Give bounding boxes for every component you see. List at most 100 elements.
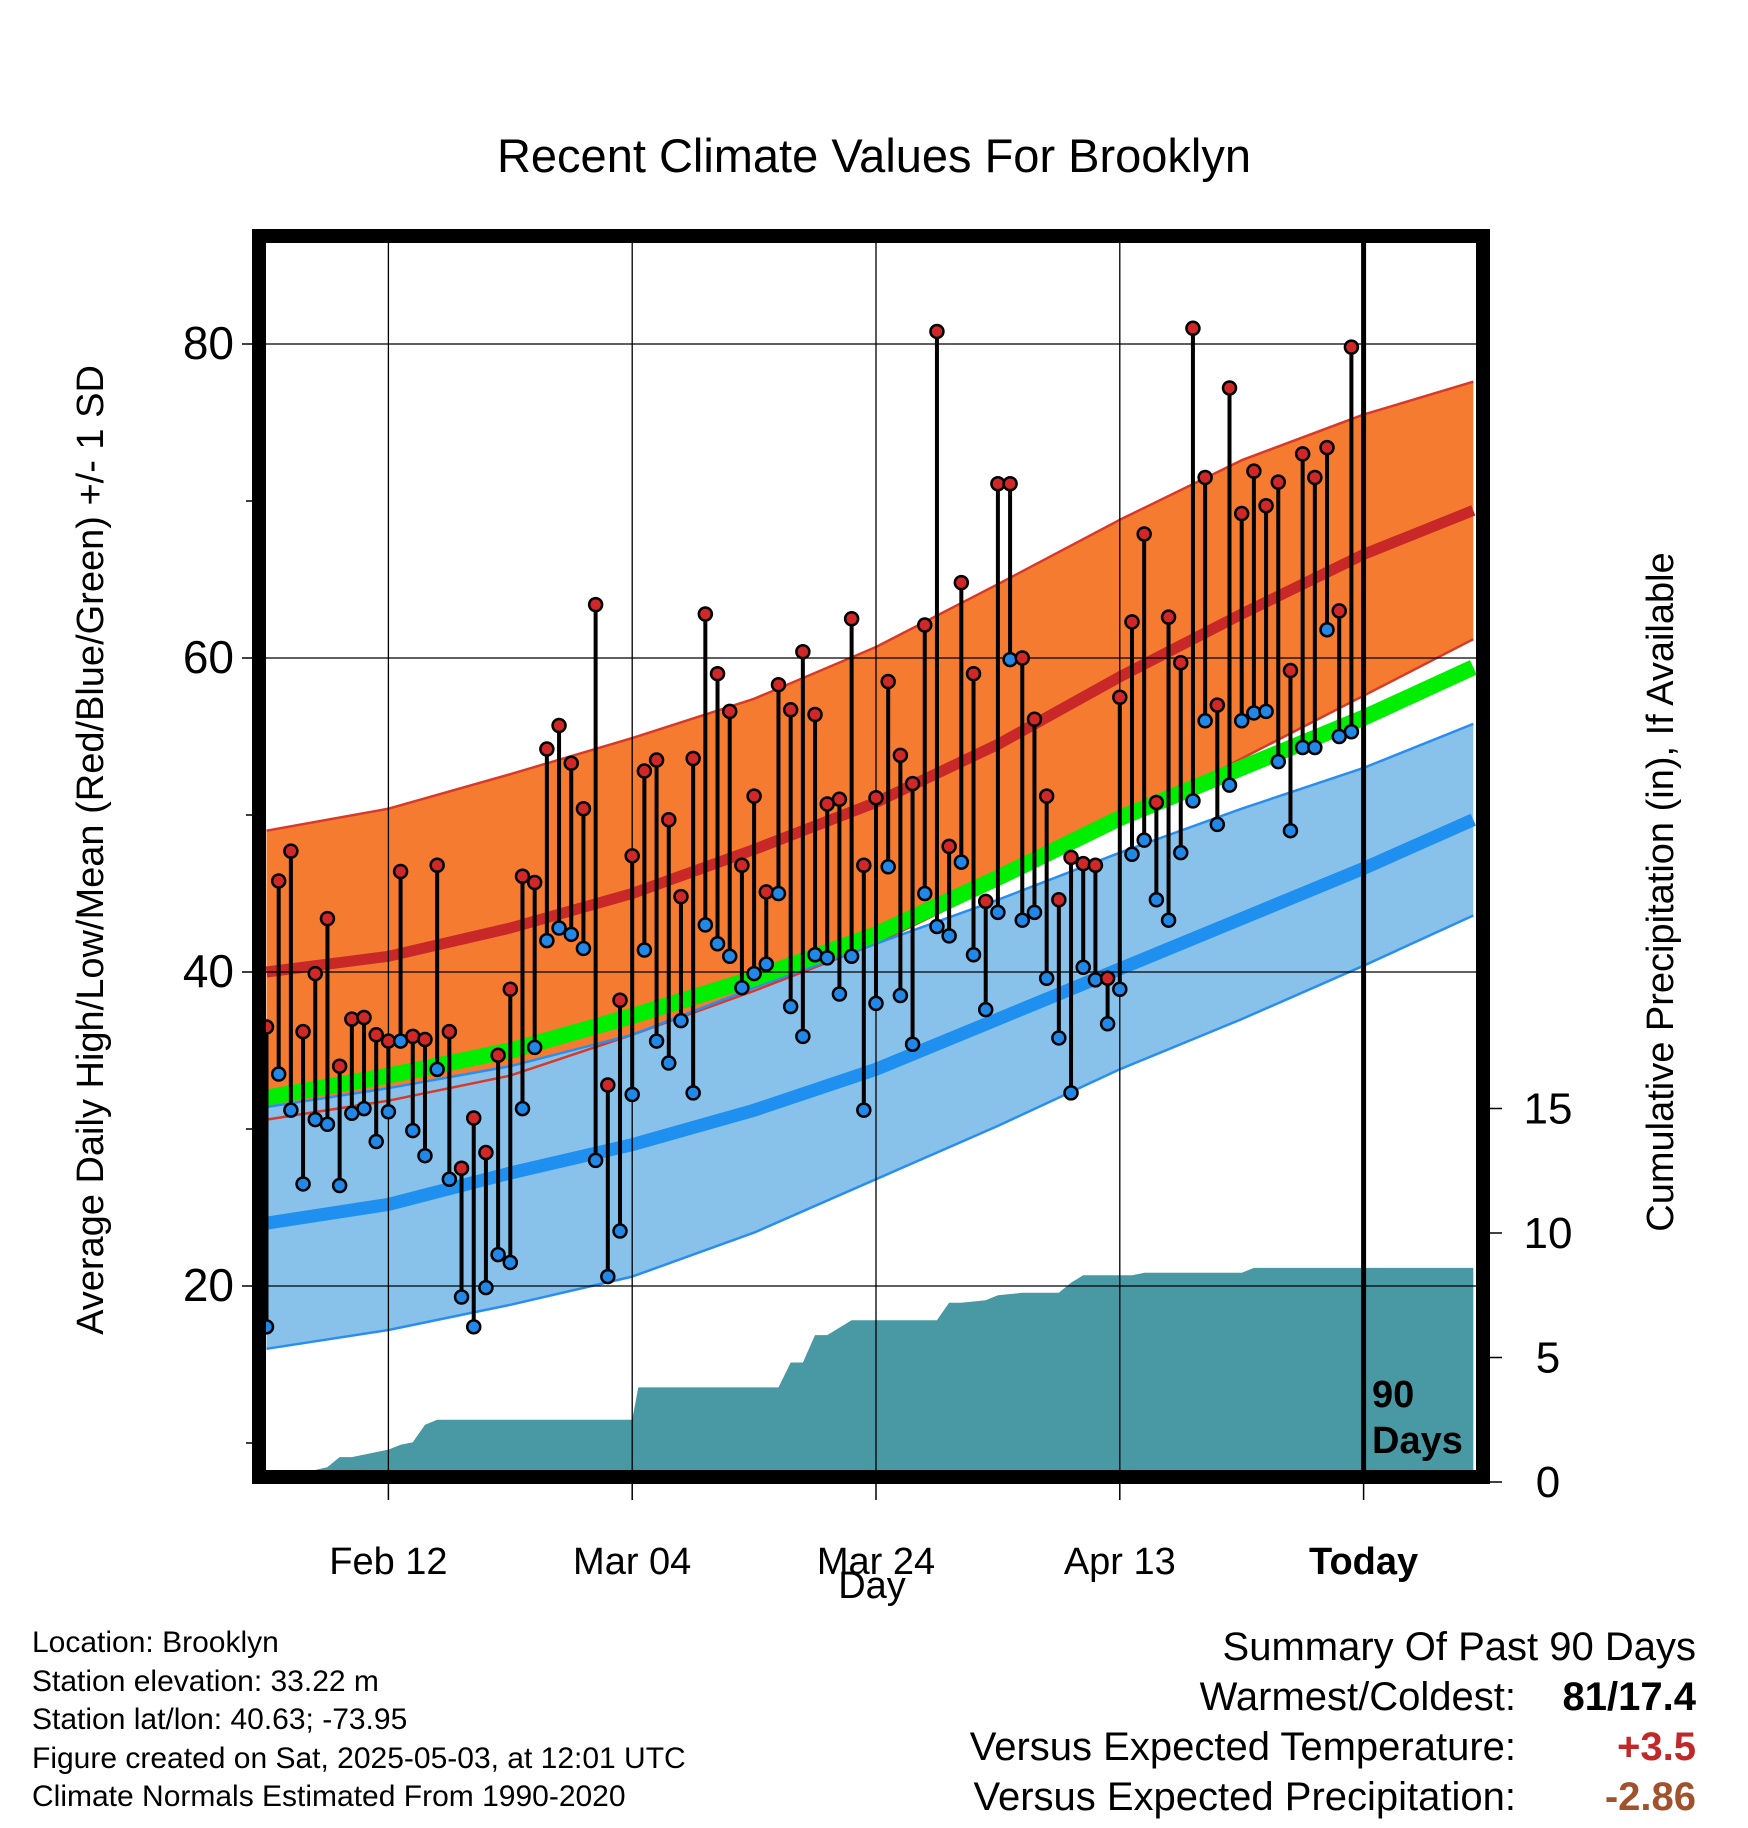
low-point [856,1102,872,1118]
axes: 20 40 60 80 0 5 10 15 Feb 12 Mar 04 Mar 24 Apr 13 To… [183,317,1573,1583]
low-point [880,859,896,875]
low-point [734,979,750,996]
high-point [648,752,665,768]
low-point [746,965,762,982]
precipitation-area [266,1267,1474,1470]
high-point [1026,711,1043,727]
y-tick-label-60: 60 [183,631,234,683]
high-point [636,763,653,779]
high-point [612,992,628,1009]
low-point [575,940,592,957]
low-point [661,1055,677,1071]
high-point [1002,475,1018,492]
summary-warmest-coldest: Warmest/Coldest: 81/17.4 [970,1672,1696,1722]
summary-warmest-coldest-label: Warmest/Coldest: [1199,1675,1516,1719]
low-point [1282,822,1299,839]
low-point [1002,651,1018,668]
low-point [551,920,567,936]
high-point [587,596,604,613]
low-point [941,928,957,944]
summary-temperature-value: +3.5 [1617,1725,1696,1769]
high-point [734,857,750,873]
low-point [819,950,835,966]
low-point [831,986,848,1002]
summary-warmest-coldest-value: 81/17.4 [1562,1675,1696,1719]
low-point [295,1176,311,1192]
low-point [953,854,970,870]
low-point [1307,739,1323,756]
high-point [417,1031,433,1048]
days-marker-label: 90 Days [1372,1372,1463,1464]
high-point [795,643,811,660]
summary-temperature-label: Versus Expected Temperature: [969,1725,1516,1769]
high-point [1014,650,1031,666]
low-point [478,1279,494,1296]
low-point [283,1102,299,1118]
high-point [1307,469,1323,486]
y2-tick-label-10: 10 [1524,1209,1573,1258]
high-point [563,755,579,771]
summary-precipitation-label: Versus Expected Precipitation: [973,1775,1516,1819]
high-point [1136,526,1152,542]
low-point [539,932,555,949]
summary-temperature: Versus Expected Temperature: +3.5 [970,1722,1696,1772]
high-point [356,1009,372,1026]
high-point [721,703,738,720]
low-point [331,1177,348,1194]
low-point [612,1223,628,1239]
low-point [417,1147,433,1164]
cumulative-precip-area [266,1267,1474,1470]
plot-border [252,229,1490,1484]
high-point [1209,697,1226,713]
low-point [770,885,787,902]
y-tick-label-80: 80 [183,317,234,369]
low-sd-band [266,723,1474,1349]
high-point [917,617,933,633]
low-point [917,885,933,902]
high-point [782,702,799,718]
low-point [1026,904,1043,921]
high-point [709,665,726,682]
low-point [490,1246,506,1263]
summary-heading: Summary Of Past 90 Days [1222,1625,1696,1669]
high-point [929,323,945,340]
high-point [1160,609,1177,625]
low-point [1124,846,1140,862]
summary-precipitation-value: -2.86 [1604,1775,1696,1819]
high-point [405,1028,421,1045]
high-point [429,857,445,873]
high-point [770,676,787,693]
low-point [1270,753,1287,770]
high-point [331,1058,348,1074]
low-point [356,1100,372,1117]
high-point [1038,788,1055,804]
low-point [453,1289,470,1305]
low-point [1087,972,1104,988]
high-point [758,884,775,900]
low-point [807,946,823,963]
high-point [575,800,592,817]
low-point [441,1171,458,1187]
x-tick-label-10: Feb 12 [329,1541,447,1583]
high-point [1075,855,1091,872]
low-point [270,1066,287,1082]
low-point [1014,912,1031,928]
meta-created: Figure created on Sat, 2025-05-03, at 12… [32,1741,686,1775]
high-point [283,843,299,859]
high-point [843,611,860,627]
days-marker-text: Days [1372,1420,1463,1462]
high-point [307,965,324,982]
low-point [1136,832,1152,848]
high-point [295,1023,311,1040]
low-point [624,1086,640,1103]
observations [258,320,1360,1335]
high-point [368,1027,384,1043]
low-point [843,948,860,965]
high-point [1258,497,1274,514]
low-point [405,1122,421,1139]
low-point [1112,981,1128,998]
high-point [1173,654,1189,671]
low-point [1209,816,1226,833]
high-point [1319,439,1335,456]
low-point [1038,970,1055,987]
